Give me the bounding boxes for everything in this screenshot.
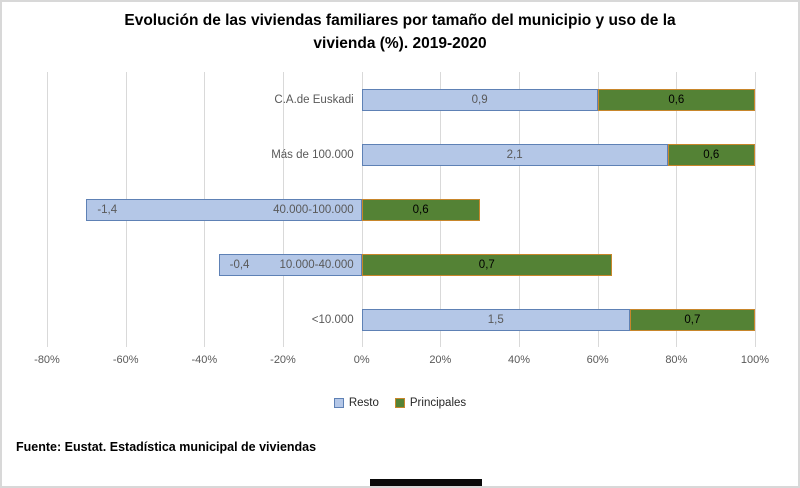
legend-label: Principales	[409, 397, 467, 409]
gridline	[755, 72, 756, 347]
bar-row: -1,4 0,6 40.000-100.000	[47, 182, 755, 237]
x-tick-label: -20%	[270, 354, 296, 366]
bar-value-label: 0,6	[703, 148, 720, 161]
category-label: Más de 100.000	[271, 148, 354, 161]
bar-resto: 1,5	[361, 308, 630, 331]
chart-title: Evolución de las viviendas familiares po…	[60, 9, 740, 55]
legend-swatch	[394, 398, 405, 408]
x-tick-label: 20%	[429, 354, 452, 366]
x-tick-label: 100%	[740, 354, 770, 366]
bar-row: -0,4 0,7 10.000-40.000	[47, 237, 755, 292]
bar-value-label: -1,4	[97, 203, 118, 216]
x-tick-label: 60%	[586, 354, 609, 366]
category-label: 10.000-40.000	[279, 258, 354, 271]
legend-item-principales: Principales	[394, 397, 467, 409]
bar-principales: 0,7	[361, 253, 612, 276]
gridline	[47, 72, 48, 347]
bar-value-label: 0,6	[668, 93, 685, 106]
bar-principales: 0,6	[361, 198, 480, 221]
bar-row: 0,9 0,6 C.A.de Euskadi	[47, 72, 755, 127]
source-note: Fuente: Eustat. Estadística municipal de…	[16, 440, 317, 454]
bar-principales: 0,7	[629, 308, 755, 331]
bar-principales: 0,6	[667, 143, 755, 166]
bar-resto: 0,9	[361, 88, 598, 111]
category-label: 40.000-100.000	[273, 203, 354, 216]
gridline	[597, 72, 599, 347]
gridline	[676, 72, 678, 347]
legend-item-resto: Resto	[333, 397, 379, 409]
x-tick-label: 40%	[507, 354, 531, 366]
bar-row: 2,1 0,6 Más de 100.000	[47, 127, 755, 182]
category-label: <10.000	[311, 313, 354, 326]
plot-area: 0,9 0,6 C.A.de Euskadi 2,1 0,6 Más de 100.000…	[47, 72, 756, 347]
chart-title-line2: vivienda (%). 2019-2020	[313, 35, 487, 52]
bar-principales: 0,6	[597, 88, 755, 111]
legend: Resto Principales	[2, 397, 798, 409]
bar-resto: -0,4	[218, 253, 362, 276]
bar-value-label: 0,7	[478, 258, 495, 271]
x-tick-label: -40%	[191, 354, 218, 366]
bottom-black-bar	[370, 479, 482, 486]
category-label: C.A.de Euskadi	[274, 93, 354, 106]
bar-value-label: 1,5	[487, 313, 504, 326]
x-axis: -80% -60% -40% -20% 0% 20% 40% 60% 80% 100%	[34, 354, 769, 368]
chart-title-line1: Evolución de las viviendas familiares po…	[124, 12, 676, 29]
bar-value-label: 0,9	[471, 93, 488, 106]
x-tick-label: 0%	[353, 354, 370, 366]
bar-value-label: 0,6	[412, 203, 429, 216]
gridline	[519, 72, 520, 347]
bar-value-label: -0,4	[229, 258, 250, 271]
bar-resto: 2,1	[361, 143, 668, 166]
legend-label: Resto	[348, 397, 379, 409]
x-tick-label: -60%	[112, 354, 139, 366]
x-tick-label: 80%	[665, 354, 688, 366]
x-tick-label: -80%	[34, 354, 60, 366]
legend-swatch	[333, 398, 344, 408]
bar-row: 1,5 0,7 <10.000	[47, 292, 755, 347]
bar-value-label: 2,1	[506, 148, 523, 161]
bar-value-label: 0,7	[684, 313, 701, 326]
bar-resto: -1,4	[86, 198, 362, 221]
